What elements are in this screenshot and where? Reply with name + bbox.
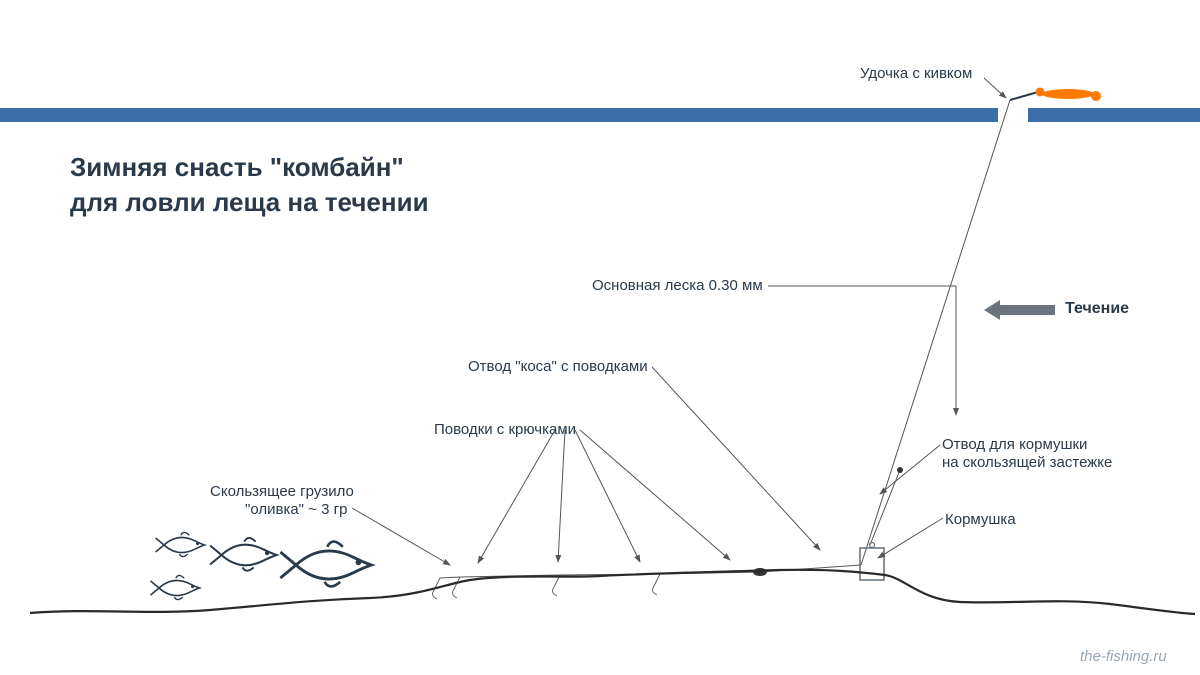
current-label: Течение <box>1065 300 1129 318</box>
callout-label: на скользящей застежке <box>942 453 1112 473</box>
fish-icon <box>210 538 277 571</box>
fish-icon <box>280 542 371 587</box>
current-arrow-icon <box>984 300 1000 320</box>
callout-label: Отвод "коса" с поводками <box>468 357 648 377</box>
ice-surface <box>0 108 998 122</box>
riverbed <box>30 570 1195 614</box>
callout-label: Скользящее грузило <box>210 482 354 502</box>
sinker-icon <box>753 568 767 576</box>
title-line-2: для ловли леща на течении <box>70 187 429 217</box>
title-line-1: Зимняя снасть "комбайн" <box>70 152 404 182</box>
callout-label: Кормушка <box>945 510 1016 530</box>
callout-label: Отвод для кормушки <box>942 435 1087 455</box>
callout-label: Удочка с кивком <box>860 64 972 84</box>
fish-icon <box>156 532 205 556</box>
callout-label: Основная леска 0.30 мм <box>592 276 763 296</box>
diagram-canvas <box>0 0 1200 675</box>
fish-icon <box>151 575 200 599</box>
callout-label: Поводки с крючками <box>434 420 576 440</box>
callout-label: "оливка" ~ 3 гр <box>245 500 347 520</box>
diagram-title: Зимняя снасть "комбайн" для ловли леща н… <box>70 150 429 220</box>
watermark: the-fishing.ru <box>1080 648 1167 665</box>
